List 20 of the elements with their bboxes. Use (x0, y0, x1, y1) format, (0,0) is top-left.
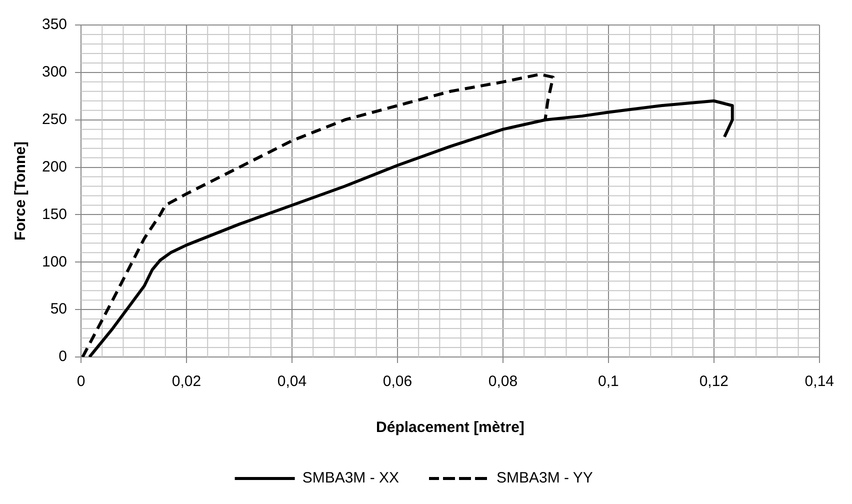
x-tick-label: 0,04 (277, 373, 307, 390)
y-tick-label: 0 (58, 348, 68, 366)
x-tick-label: 0,14 (804, 373, 834, 390)
x-tick-label: 0,08 (488, 373, 518, 390)
x-tick-label: 0,02 (172, 373, 202, 390)
y-tick-label: 300 (42, 64, 68, 81)
legend-label: SMBA3M - XX (302, 470, 399, 487)
y-tick-label: 350 (42, 16, 68, 34)
y-axis-title: Force [Tonne] (12, 142, 30, 240)
legend-label: SMBA3M - YY (496, 470, 593, 487)
y-tick-label: 150 (42, 206, 68, 223)
y-tick-label: 50 (50, 300, 68, 318)
y-tick-label: 250 (42, 111, 68, 128)
x-tick-label: 0,12 (699, 373, 729, 390)
x-tick-label: 0,06 (382, 373, 412, 390)
x-tick-label: 0 (76, 373, 86, 390)
y-tick-label: 100 (42, 253, 68, 270)
x-axis-title: Déplacement [mètre] (376, 419, 524, 436)
x-tick-label: 0,1 (598, 373, 619, 390)
y-tick-label: 200 (42, 158, 68, 176)
